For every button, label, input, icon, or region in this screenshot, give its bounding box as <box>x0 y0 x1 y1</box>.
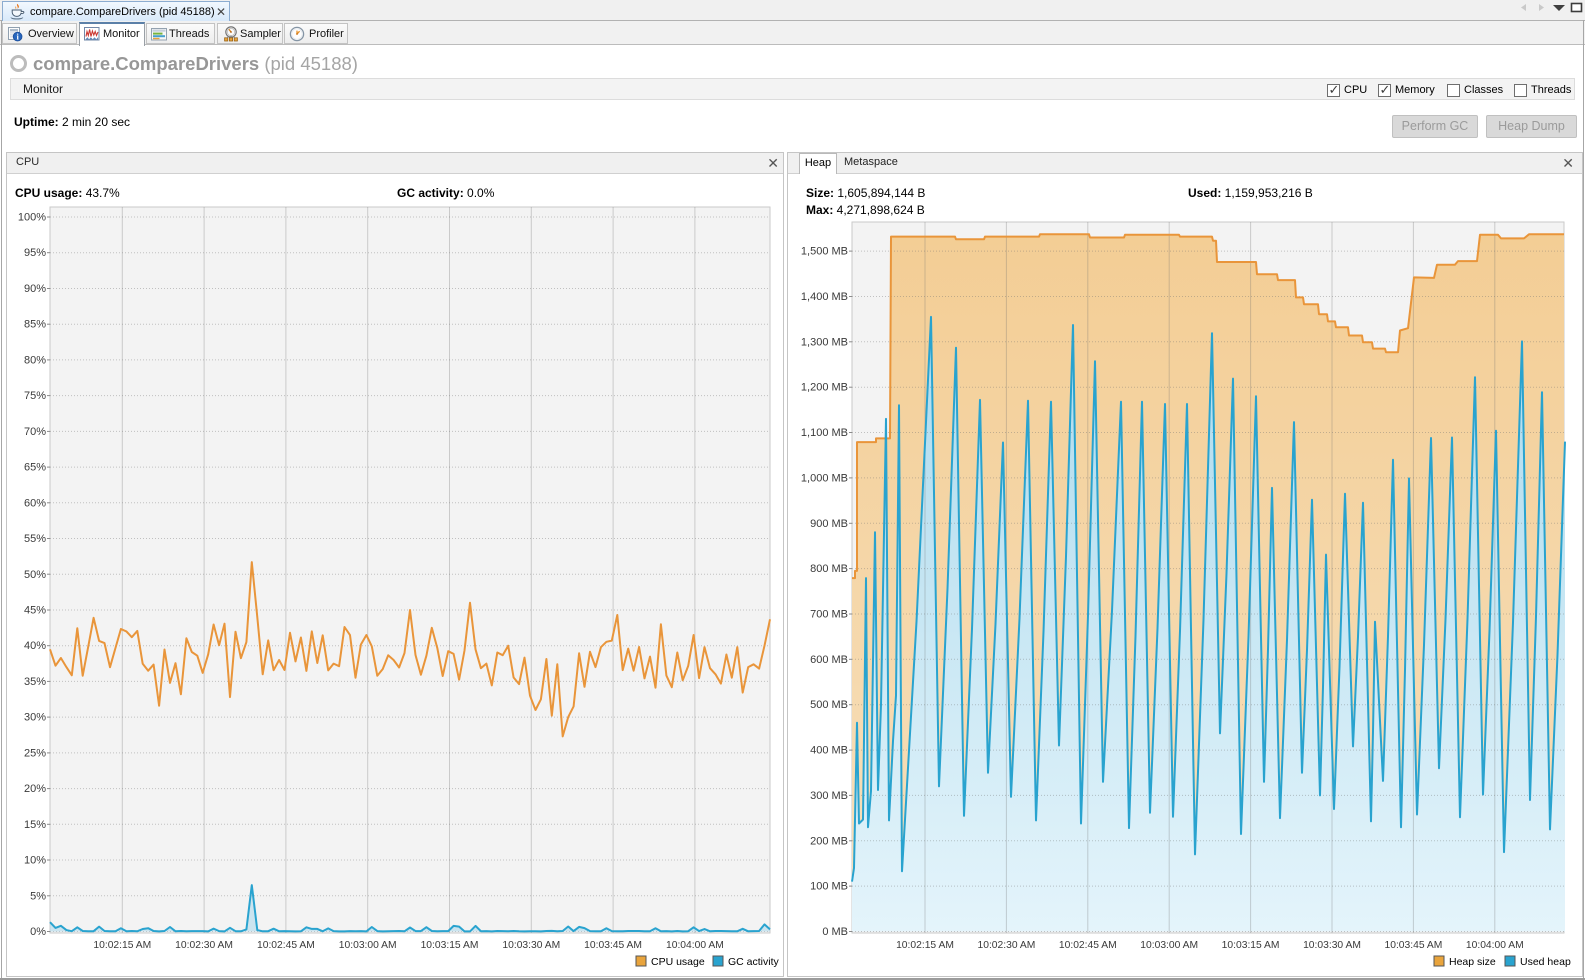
svg-text:10:02:30 AM: 10:02:30 AM <box>977 940 1035 951</box>
svg-text:40%: 40% <box>24 640 46 652</box>
svg-text:Used heap: Used heap <box>1520 956 1571 968</box>
svg-text:55%: 55% <box>24 533 46 545</box>
svg-text:900 MB: 900 MB <box>810 518 848 530</box>
svg-text:65%: 65% <box>24 462 46 474</box>
svg-text:Heap size: Heap size <box>1449 956 1496 968</box>
svg-text:10:03:45 AM: 10:03:45 AM <box>1384 940 1442 951</box>
svg-text:10:02:45 AM: 10:02:45 AM <box>1059 940 1117 951</box>
svg-text:0 MB: 0 MB <box>822 926 848 938</box>
svg-text:50%: 50% <box>24 569 46 581</box>
svg-text:200 MB: 200 MB <box>810 835 848 847</box>
svg-text:100 MB: 100 MB <box>810 881 848 893</box>
svg-text:1,500 MB: 1,500 MB <box>801 246 848 258</box>
svg-text:85%: 85% <box>24 319 46 331</box>
svg-text:600 MB: 600 MB <box>810 654 848 666</box>
svg-text:1,400 MB: 1,400 MB <box>801 291 848 303</box>
svg-text:1,000 MB: 1,000 MB <box>801 472 848 484</box>
svg-text:300 MB: 300 MB <box>810 790 848 802</box>
svg-text:100%: 100% <box>18 212 46 224</box>
svg-text:5%: 5% <box>30 890 46 902</box>
svg-text:70%: 70% <box>24 426 46 438</box>
svg-text:800 MB: 800 MB <box>810 563 848 575</box>
svg-text:1,200 MB: 1,200 MB <box>801 382 848 394</box>
svg-text:95%: 95% <box>24 247 46 259</box>
svg-text:10:02:30 AM: 10:02:30 AM <box>175 940 233 951</box>
svg-text:1,100 MB: 1,100 MB <box>801 427 848 439</box>
svg-text:10:03:00 AM: 10:03:00 AM <box>1140 940 1198 951</box>
svg-text:60%: 60% <box>24 497 46 509</box>
svg-text:35%: 35% <box>24 676 46 688</box>
svg-text:10:02:45 AM: 10:02:45 AM <box>257 940 315 951</box>
svg-text:10:03:15 AM: 10:03:15 AM <box>1222 940 1280 951</box>
svg-text:GC activity: GC activity <box>728 956 780 968</box>
svg-text:i: i <box>17 32 20 42</box>
svg-text:10:02:15 AM: 10:02:15 AM <box>93 940 151 951</box>
svg-text:400 MB: 400 MB <box>810 745 848 757</box>
svg-text:10:03:45 AM: 10:03:45 AM <box>584 940 642 951</box>
svg-text:10:04:00 AM: 10:04:00 AM <box>1466 940 1524 951</box>
svg-text:10%: 10% <box>24 855 46 867</box>
svg-text:90%: 90% <box>24 283 46 295</box>
svg-text:10:04:00 AM: 10:04:00 AM <box>666 940 724 951</box>
svg-text:10:02:15 AM: 10:02:15 AM <box>896 940 954 951</box>
svg-text:10:03:15 AM: 10:03:15 AM <box>421 940 479 951</box>
svg-text:20%: 20% <box>24 783 46 795</box>
svg-text:30%: 30% <box>24 712 46 724</box>
svg-text:80%: 80% <box>24 354 46 366</box>
svg-text:10:03:30 AM: 10:03:30 AM <box>502 940 560 951</box>
svg-text:0%: 0% <box>30 926 46 938</box>
svg-text:75%: 75% <box>24 390 46 402</box>
svg-text:45%: 45% <box>24 605 46 617</box>
svg-text:700 MB: 700 MB <box>810 609 848 621</box>
svg-text:15%: 15% <box>24 819 46 831</box>
svg-text:25%: 25% <box>24 747 46 759</box>
svg-text:500 MB: 500 MB <box>810 699 848 711</box>
svg-text:10:03:00 AM: 10:03:00 AM <box>339 940 397 951</box>
svg-text:CPU usage: CPU usage <box>651 956 705 968</box>
svg-text:10:03:30 AM: 10:03:30 AM <box>1303 940 1361 951</box>
svg-text:1,300 MB: 1,300 MB <box>801 336 848 348</box>
